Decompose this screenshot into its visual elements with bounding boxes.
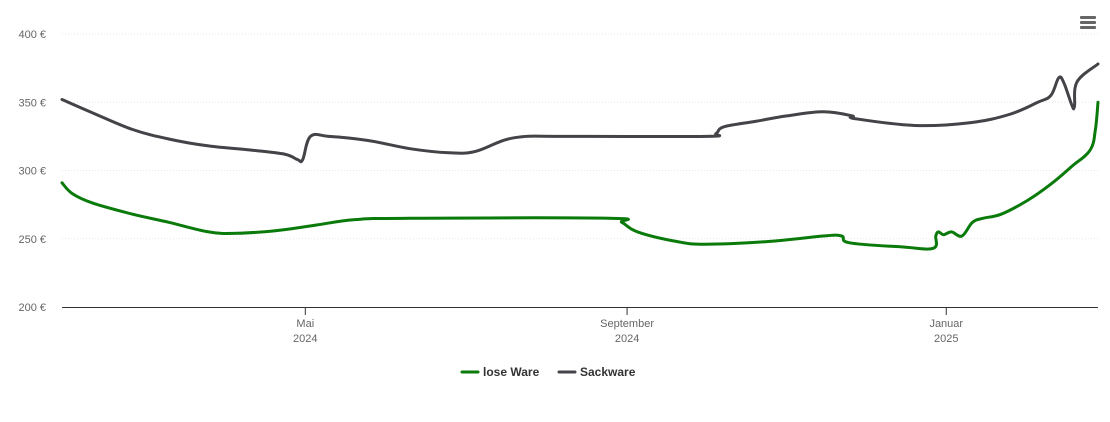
- x-tick-label: Januar: [929, 318, 963, 330]
- series-line-sackware: [60, 62, 1100, 164]
- y-tick-label: 300 €: [18, 166, 46, 178]
- x-tick-year-label: 2024: [293, 333, 317, 345]
- x-tick-year-label: 2024: [615, 333, 639, 345]
- y-tick-label: 400 €: [18, 29, 46, 41]
- y-tick-label: 350 €: [18, 97, 46, 109]
- legend-label: Sackware: [580, 365, 636, 379]
- axes: 200 € 250 € 300 € 350 € 400 € Mai 2024 Septembe…: [18, 29, 1098, 345]
- legend-label: lose Ware: [483, 365, 540, 379]
- legend-item[interactable]: Sackware: [557, 365, 636, 379]
- hamburger-menu-icon[interactable]: [1074, 10, 1102, 34]
- series-lines: [60, 62, 1100, 251]
- x-tick-label: September: [600, 318, 654, 330]
- legend-item[interactable]: lose Ware: [460, 365, 540, 379]
- x-tick-label: Mai: [296, 318, 314, 330]
- series-line-lose-ware: [60, 100, 1100, 251]
- y-tick-label: 200 €: [18, 302, 46, 314]
- legend: lose Ware Sackware: [460, 365, 636, 379]
- y-tick-label: 250 €: [18, 234, 46, 246]
- x-tick-year-label: 2025: [934, 333, 958, 345]
